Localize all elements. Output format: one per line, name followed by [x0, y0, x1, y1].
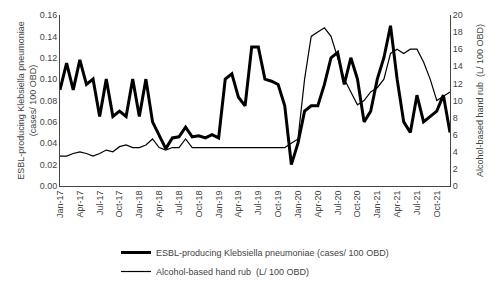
svg-text:0.10: 0.10 — [40, 74, 58, 84]
svg-text:12: 12 — [453, 79, 463, 89]
svg-text:18: 18 — [453, 27, 463, 37]
svg-text:0: 0 — [453, 181, 458, 191]
svg-text:Jul-21: Jul-21 — [412, 191, 422, 216]
svg-text:ESBL-producing Klebsiella pneu: ESBL-producing Klebsiella pneumoniae (ca… — [156, 248, 389, 258]
svg-text:0.06: 0.06 — [40, 117, 58, 127]
svg-text:Jan-18: Jan-18 — [134, 191, 144, 219]
svg-text:0.02: 0.02 — [40, 160, 58, 170]
svg-text:Jul-17: Jul-17 — [95, 191, 105, 216]
svg-text:Apr-18: Apr-18 — [154, 191, 164, 218]
svg-text:ESBL-producing Klebsiella pneu: ESBL-producing Klebsiella pneumoniae(cas… — [16, 21, 38, 180]
svg-text:Jan-21: Jan-21 — [372, 191, 382, 219]
svg-text:0.16: 0.16 — [40, 10, 58, 20]
svg-text:Jul-19: Jul-19 — [253, 191, 263, 216]
svg-text:Alcohol-based hand rub (L/ 10: Alcohol-based hand rub (L/ 100 OBD) — [475, 24, 485, 177]
svg-text:0.04: 0.04 — [40, 138, 58, 148]
svg-text:Jan-17: Jan-17 — [55, 191, 65, 219]
svg-text:0.12: 0.12 — [40, 53, 58, 63]
svg-text:16: 16 — [453, 44, 463, 54]
svg-text:Jan-20: Jan-20 — [293, 191, 303, 219]
svg-text:Oct-18: Oct-18 — [194, 191, 204, 218]
svg-text:0.14: 0.14 — [40, 32, 58, 42]
svg-text:8: 8 — [453, 113, 458, 123]
svg-text:2: 2 — [453, 164, 458, 174]
svg-text:Jan-19: Jan-19 — [214, 191, 224, 219]
svg-text:Oct-20: Oct-20 — [352, 191, 362, 218]
svg-text:Jul-20: Jul-20 — [333, 191, 343, 216]
svg-text:0.00: 0.00 — [40, 181, 58, 191]
svg-text:Oct-21: Oct-21 — [432, 191, 442, 218]
svg-text:6: 6 — [453, 130, 458, 140]
svg-text:Jul-18: Jul-18 — [174, 191, 184, 216]
svg-text:20: 20 — [453, 10, 463, 20]
svg-text:Oct-17: Oct-17 — [114, 191, 124, 218]
svg-text:Alcohol-based hand rub (L/ 10: Alcohol-based hand rub (L/ 100 OBD) — [156, 267, 309, 277]
svg-text:0.08: 0.08 — [40, 96, 58, 106]
svg-text:4: 4 — [453, 147, 458, 157]
svg-text:Oct-19: Oct-19 — [273, 191, 283, 218]
svg-text:10: 10 — [453, 96, 463, 106]
svg-text:Apr-17: Apr-17 — [75, 191, 85, 218]
svg-text:Apr-19: Apr-19 — [233, 191, 243, 218]
svg-text:Apr-21: Apr-21 — [392, 191, 402, 218]
svg-text:Apr-20: Apr-20 — [313, 191, 323, 218]
svg-text:14: 14 — [453, 61, 463, 71]
